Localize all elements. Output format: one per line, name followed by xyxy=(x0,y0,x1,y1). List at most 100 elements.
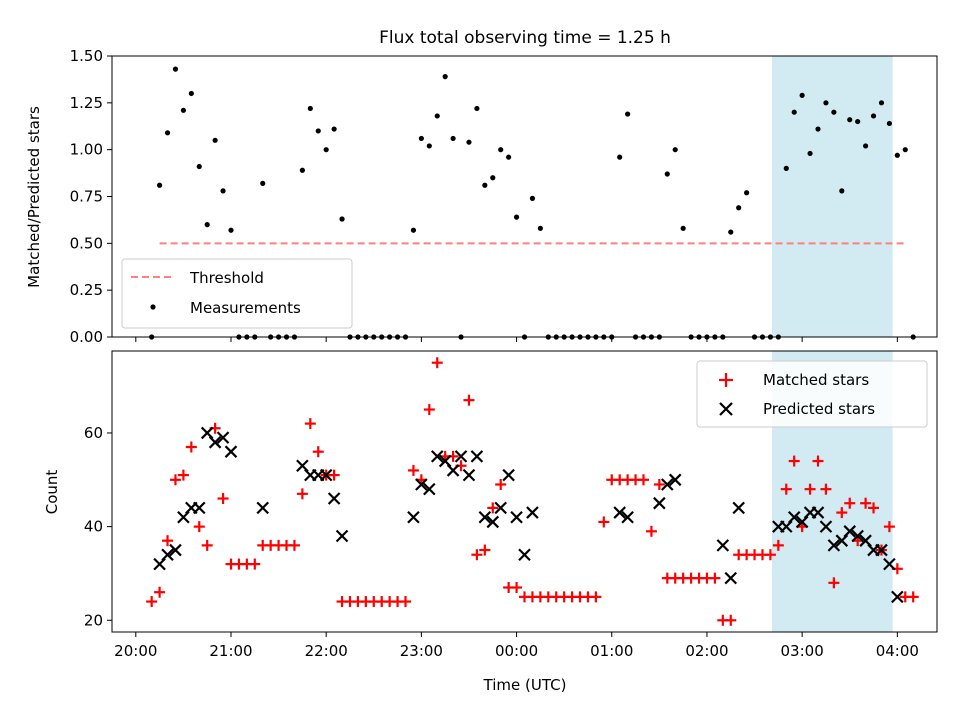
measurement-point xyxy=(180,107,186,113)
matched-star-point xyxy=(788,455,800,467)
predicted-marker-b xyxy=(470,450,484,463)
measurement-point xyxy=(625,111,631,117)
y-tick-label: 20 xyxy=(84,611,103,629)
measurement-point xyxy=(815,126,821,132)
predicted-star-point xyxy=(446,464,460,477)
predicted-star-point xyxy=(787,510,801,524)
matched-star-point xyxy=(725,614,737,626)
predicted-star-point xyxy=(494,501,507,515)
bottom-legend-box xyxy=(696,360,928,428)
measurement-point xyxy=(672,147,678,153)
predicted-marker-b xyxy=(843,525,857,538)
predicted-marker-b xyxy=(407,510,420,524)
matched-star-point xyxy=(296,488,308,500)
predicted-marker-b xyxy=(216,431,230,444)
top-highlight-span xyxy=(772,56,893,337)
predicted-star-point xyxy=(216,431,230,444)
predicted-marker-b xyxy=(621,510,634,524)
predicted-marker-b xyxy=(256,501,269,515)
matched-star-point xyxy=(828,577,840,589)
measurement-point xyxy=(482,182,488,188)
measurement-point xyxy=(299,167,305,173)
matched-star-point xyxy=(598,516,610,528)
predicted-marker-b xyxy=(319,468,333,482)
predicted-star-point xyxy=(875,543,888,557)
matched-star-point xyxy=(495,478,507,490)
predicted-marker-b xyxy=(787,510,801,524)
x-axis-label: Time (UTC) xyxy=(483,676,567,694)
predicted-star-point xyxy=(851,529,864,543)
y-tick-label: 1.50 xyxy=(70,47,103,65)
x-tick-label: 21:00 xyxy=(209,642,252,660)
measurement-point xyxy=(196,163,202,170)
y-tick-label: 1.00 xyxy=(70,141,103,159)
predicted-star-point xyxy=(415,478,428,491)
predicted-star-point xyxy=(454,450,468,463)
matched-star-point xyxy=(471,549,483,561)
measurement-point xyxy=(847,117,853,123)
predicted-marker-b xyxy=(668,473,682,487)
measurement-point xyxy=(220,188,226,194)
predicted-star-point xyxy=(819,520,833,533)
bottom-legend: Matched stars Predicted stars xyxy=(696,360,928,428)
measurement-point xyxy=(863,143,869,149)
predicted-marker-b xyxy=(161,548,174,562)
matched-star-point xyxy=(177,469,189,481)
predicted-star-point xyxy=(430,450,444,463)
matched-star-point xyxy=(146,596,158,608)
predicted-marker-b xyxy=(653,496,666,510)
predicted-marker-b xyxy=(732,501,745,515)
predicted-star-point xyxy=(732,501,745,515)
matched-star-point xyxy=(463,394,475,406)
predicted-star-point xyxy=(256,501,269,515)
measurement-point xyxy=(156,182,163,188)
y-tick-label: 0.25 xyxy=(70,281,103,299)
predicted-star-point xyxy=(668,473,682,487)
chart-title: Flux total observing time = 1.25 h xyxy=(379,28,671,48)
predicted-star-point xyxy=(811,506,825,519)
predicted-star-point xyxy=(462,468,476,482)
x-tick-label: 20:00 xyxy=(114,642,157,660)
predicted-marker-b xyxy=(486,515,500,529)
predicted-marker-b xyxy=(502,468,515,482)
predicted-star-point xyxy=(335,529,349,543)
predicted-marker-b xyxy=(192,501,206,515)
measurement-point xyxy=(434,113,440,119)
predicted-star-point xyxy=(470,450,484,463)
bottom-panel: 20 40 60 20:00 21:00 22:00 23:00 00:00 01:00 02:… xyxy=(43,350,938,694)
measurement-point xyxy=(728,229,734,235)
y-tick-label: 0.50 xyxy=(70,234,103,252)
measurement-point xyxy=(212,137,218,143)
measurement-point xyxy=(204,222,210,228)
matched-star-point xyxy=(907,591,919,603)
predicted-star-point xyxy=(407,510,420,524)
y-tick-label: 60 xyxy=(84,424,103,442)
measurement-point xyxy=(617,154,623,160)
predicted-marker-b xyxy=(827,539,841,552)
measurement-point xyxy=(410,227,417,233)
matched-star-point xyxy=(185,441,197,453)
matched-star-point xyxy=(249,558,261,570)
predicted-star-point xyxy=(224,445,238,458)
matched-star-point xyxy=(154,586,166,598)
predicted-marker-b xyxy=(875,543,888,557)
measurement-point xyxy=(307,105,313,112)
matched-star-point xyxy=(590,591,602,603)
top-legend-box xyxy=(121,258,353,329)
matched-star-point xyxy=(162,535,174,547)
measurement-point xyxy=(450,135,456,142)
matched-star-point xyxy=(423,404,435,416)
matched-star-point xyxy=(844,497,856,509)
predicted-marker-b xyxy=(335,529,349,543)
measurement-point xyxy=(744,190,750,196)
measurement-point xyxy=(783,165,789,171)
x-tick-label: 03:00 xyxy=(781,642,824,660)
legend-threshold-label: Threshold xyxy=(189,269,264,287)
predicted-marker-b xyxy=(494,501,507,515)
measurement-point xyxy=(529,195,536,201)
top-y-axis-label: Matched/Predicted stars xyxy=(25,106,43,288)
predicted-marker-b xyxy=(208,436,222,449)
matched-stars-points xyxy=(146,357,919,626)
predicted-marker-b xyxy=(446,464,460,477)
